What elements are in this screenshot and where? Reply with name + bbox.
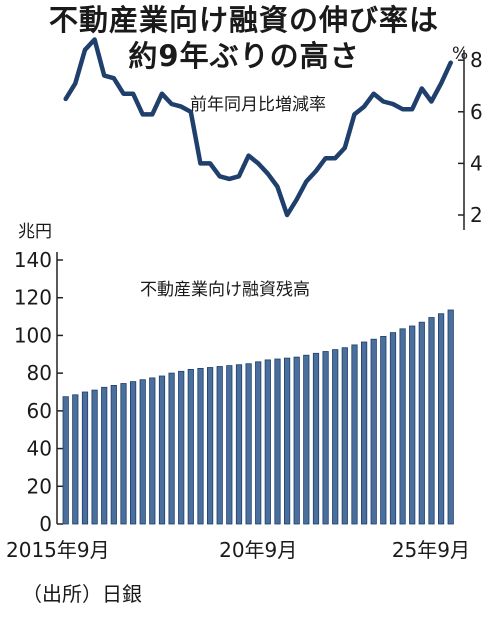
bar-y-tick-label: 100	[14, 323, 52, 347]
bar	[187, 368, 194, 525]
bar-y-tick-label: 80	[27, 361, 52, 385]
bar	[351, 344, 358, 525]
bar	[293, 356, 300, 525]
bar	[149, 377, 156, 525]
line-chart-y-axis: 2 4 6 8	[458, 48, 483, 230]
bar	[206, 367, 214, 525]
x-tick-label: 25年9月	[392, 538, 470, 562]
bar-y-tick-label: 60	[27, 399, 52, 423]
bar	[303, 354, 310, 525]
bar-y-tick-label: 120	[14, 286, 52, 310]
x-axis-labels: 2015年9月 20年9月 25年9月	[6, 538, 470, 562]
bar	[418, 321, 425, 525]
bar-chart-unit: 兆円	[18, 222, 52, 242]
bar	[341, 347, 348, 525]
bar	[91, 389, 98, 525]
x-tick-label: 20年9月	[219, 538, 297, 562]
bar	[129, 381, 137, 525]
bar	[216, 366, 223, 525]
bar	[72, 394, 79, 525]
bar-y-tick-label: 140	[14, 248, 52, 272]
bar-y-tick-label: 0	[39, 512, 52, 536]
bar-chart-y-axis: 0 20 40 60 80 100 120 140	[14, 248, 63, 536]
bar	[120, 383, 127, 525]
chart-title-line-1: 不動産業向け融資の伸び率は	[48, 3, 439, 37]
bar	[139, 379, 146, 525]
bar-chart-subtitle: 不動産業向け融資残高	[140, 280, 310, 300]
bar	[360, 341, 368, 525]
bar	[312, 352, 320, 525]
line-series	[63, 37, 453, 218]
bar	[226, 365, 233, 525]
line-y-tick-label: 6	[470, 100, 483, 124]
bar	[110, 384, 117, 525]
bar	[178, 370, 185, 525]
chart-title-line-2: 約9年ぶりの高さ	[128, 39, 360, 73]
bar	[264, 359, 271, 525]
source-note: （出所）日銀	[22, 582, 142, 606]
x-tick-label: 2015年9月	[6, 538, 110, 562]
line-y-tick-label: 4	[470, 151, 483, 175]
bar	[62, 396, 69, 525]
bar	[409, 325, 416, 525]
bar	[428, 317, 435, 525]
bar	[447, 309, 454, 525]
bar	[322, 351, 329, 525]
bar	[399, 328, 406, 525]
bar	[380, 335, 387, 525]
bar-series	[62, 309, 454, 525]
bar	[274, 358, 281, 525]
bar	[370, 338, 377, 525]
bar	[197, 367, 204, 525]
bar	[101, 386, 108, 525]
bar	[81, 391, 89, 525]
bar	[168, 372, 175, 525]
line-chart-subtitle: 前年同月比増減率	[190, 95, 326, 115]
bar	[283, 357, 291, 525]
bar	[255, 361, 262, 525]
bar	[332, 349, 339, 525]
bar	[235, 364, 243, 525]
bar	[437, 313, 445, 525]
bar	[158, 375, 166, 525]
bar-y-tick-label: 20	[27, 474, 52, 498]
bar-y-tick-label: 40	[27, 437, 52, 461]
line-y-tick-label: 2	[470, 203, 483, 227]
line-y-tick-label: 8	[470, 48, 483, 72]
bar	[389, 332, 397, 525]
bar	[245, 363, 252, 525]
